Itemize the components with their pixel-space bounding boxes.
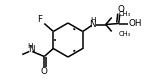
Text: H: H	[90, 17, 96, 24]
Text: N: N	[89, 20, 96, 29]
Text: O: O	[117, 5, 124, 14]
Text: OH: OH	[129, 19, 142, 28]
Text: CH₃: CH₃	[119, 12, 131, 17]
Text: H: H	[28, 43, 33, 48]
Text: F: F	[37, 15, 42, 24]
Text: N: N	[28, 45, 35, 54]
Text: O: O	[41, 67, 48, 76]
Text: CH₃: CH₃	[119, 30, 131, 37]
